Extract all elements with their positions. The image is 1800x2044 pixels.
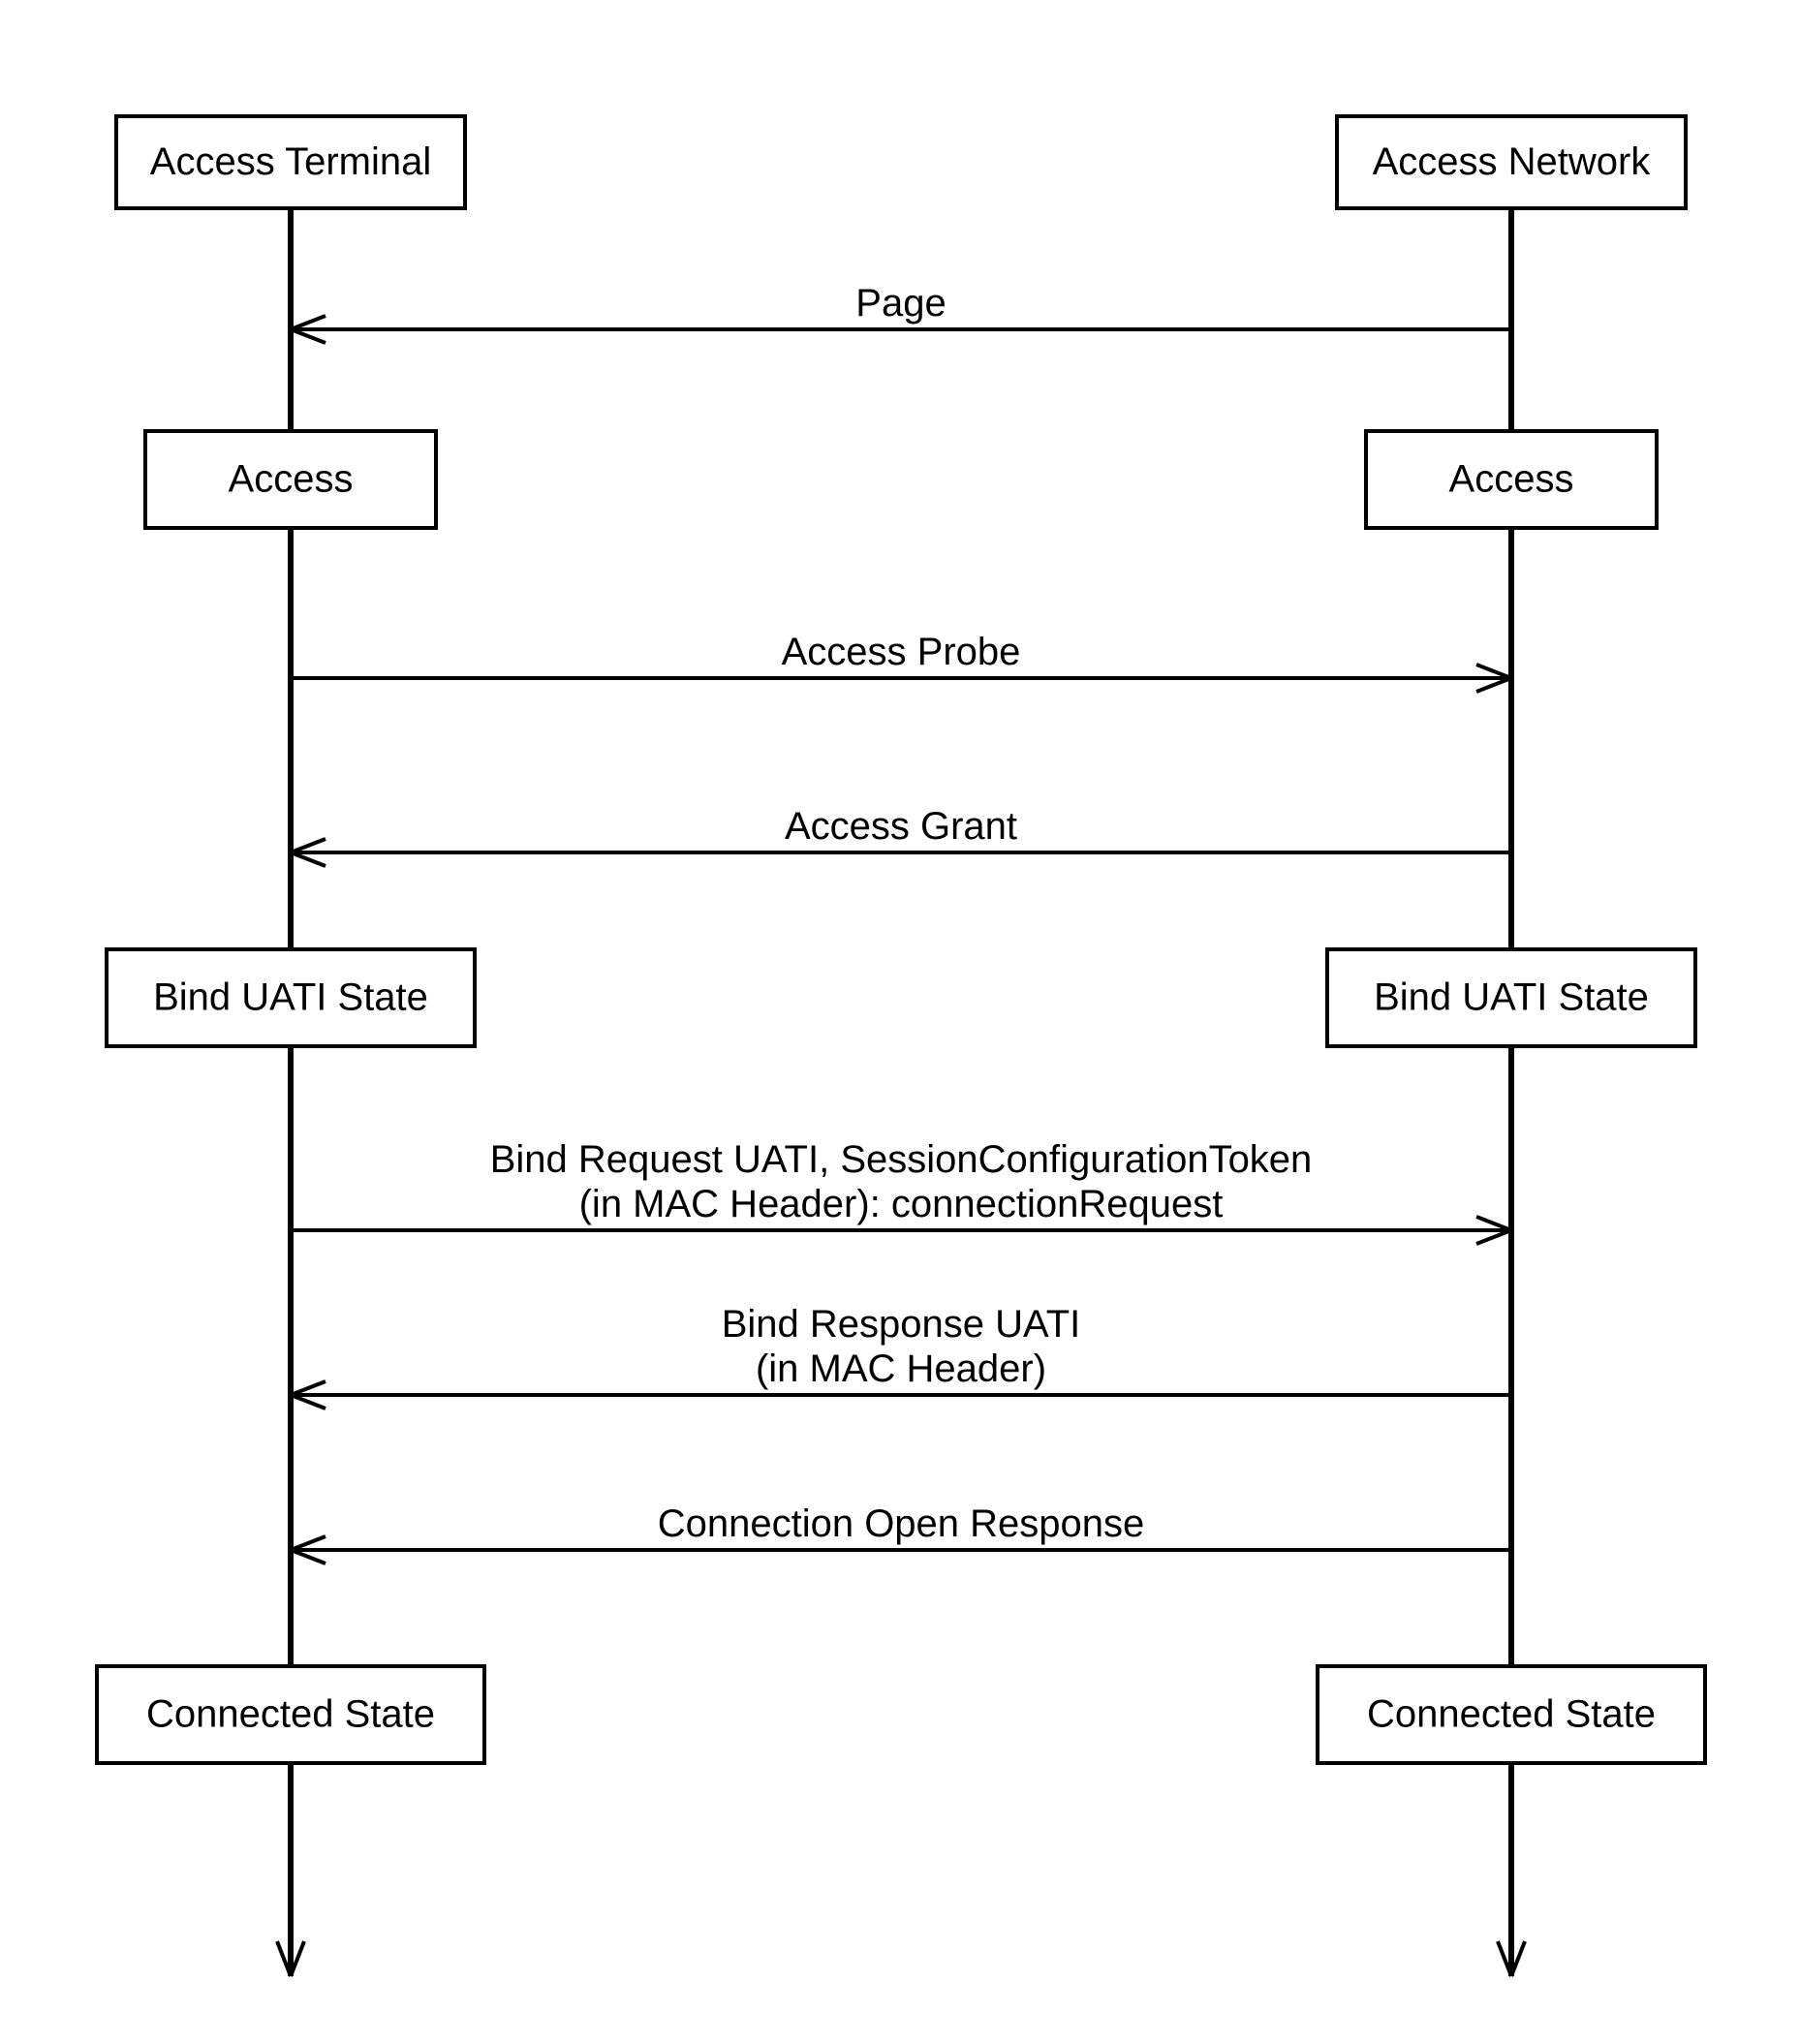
state-right-access-label: Access: [1449, 458, 1574, 501]
sequence-diagram: Page Access Probe Access Grant Bind Request…: [0, 0, 1800, 2044]
message-label: Page: [855, 282, 946, 325]
message-label: Access Probe: [782, 631, 1021, 673]
participant-access-terminal-label: Access Terminal: [150, 140, 431, 183]
message-label: Connection Open Response: [658, 1502, 1145, 1545]
state-left-connected-state-label: Connected State: [146, 1693, 435, 1736]
message-label: Bind Response UATI: [722, 1303, 1081, 1346]
state-left-access-label: Access: [229, 458, 354, 501]
message-label: (in MAC Header): [756, 1347, 1046, 1390]
participant-access-network-label: Access Network: [1373, 140, 1652, 183]
state-left-bind-uati-state-label: Bind UATI State: [153, 976, 428, 1019]
state-right-bind-uati-state-label: Bind UATI State: [1374, 976, 1649, 1019]
message-label: (in MAC Header): connectionRequest: [579, 1183, 1224, 1225]
message-label: Bind Request UATI, SessionConfigurationT…: [490, 1138, 1313, 1181]
state-right-connected-state-label: Connected State: [1367, 1693, 1656, 1736]
message-label: Access Grant: [785, 805, 1017, 848]
